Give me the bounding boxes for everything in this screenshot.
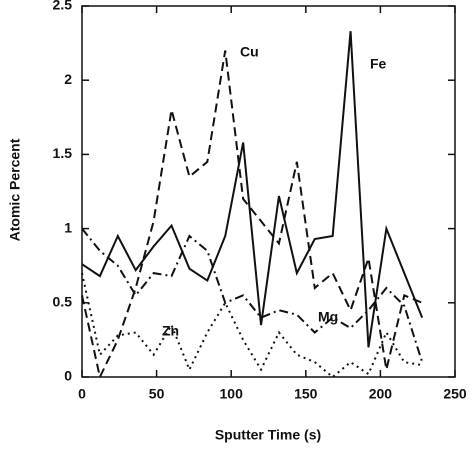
y-tick-label: 2 (64, 71, 72, 87)
x-tick-label: 250 (443, 386, 467, 402)
x-tick-label: 0 (78, 386, 86, 402)
y-tick-label: 0.5 (53, 294, 73, 310)
series-line (81, 31, 424, 348)
y-tick-label: 1.5 (53, 145, 73, 161)
series-label: Cu (240, 44, 259, 60)
series-label: Mg (318, 309, 338, 325)
x-tick-label: 150 (294, 386, 318, 402)
series-line (81, 227, 424, 363)
y-tick-label: 0 (64, 368, 72, 384)
y-axis-title: Atomic Percent (7, 138, 23, 241)
series-line (81, 272, 423, 379)
series-label: Zn (162, 323, 179, 339)
x-tick-label: 50 (149, 386, 165, 402)
plot-frame (81, 5, 456, 378)
series-line (81, 50, 423, 381)
x-tick-label: 100 (220, 386, 244, 402)
y-tick-label: 2.5 (53, 0, 73, 13)
series-label: Fe (370, 56, 387, 72)
x-tick-label: 200 (369, 386, 393, 402)
y-tick-label: 1 (64, 219, 72, 235)
x-axis-title: Sputter Time (s) (215, 427, 321, 443)
